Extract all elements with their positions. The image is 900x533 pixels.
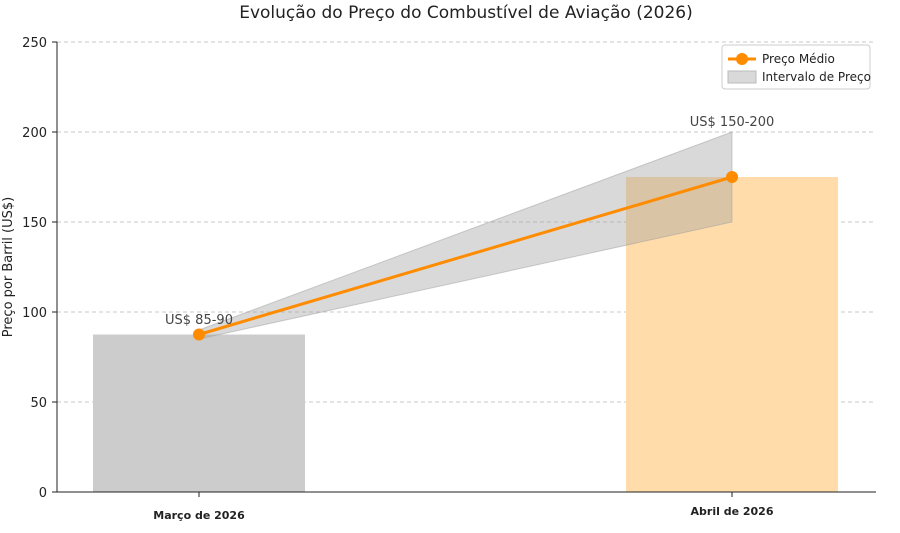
legend-label: Intervalo de Preço [762,70,871,84]
average-price-marker [193,328,205,341]
y-tick-label: 150 [22,216,47,231]
chart-title: Evolução do Preço do Combustível de Avia… [239,3,693,23]
y-tick-label: 50 [30,396,47,411]
axes [52,41,876,497]
y-tick-label: 250 [22,36,47,51]
bar [626,177,838,492]
bars [93,177,838,492]
legend-label: Preço Médio [762,52,835,66]
legend-marker-swatch [736,53,748,65]
average-price-marker [726,171,738,183]
y-tick-label: 200 [22,126,47,141]
tick-labels: 0 50 100 150 200 250 Março de 2026 Abril de 202… [22,36,774,522]
y-tick-label: 100 [22,306,47,321]
x-tick-label: Março de 2026 [153,509,245,522]
average-price-line-path [198,175,733,336]
legend: Preço Médio Intervalo de Preço [721,44,871,90]
annotation-label: US$ 150-200 [690,115,775,130]
annotation-label: US$ 85-90 [165,313,233,328]
bar [93,334,305,492]
y-axis-label: Preço por Barril (US$) [1,197,16,337]
legend-box [721,44,871,90]
x-tick-label: Abril de 2026 [691,505,774,518]
annotations: US$ 85-90 US$ 150-200 [165,115,774,328]
average-price-line [193,171,738,341]
legend-patch-swatch [727,70,757,84]
y-tick-label: 0 [39,486,47,501]
